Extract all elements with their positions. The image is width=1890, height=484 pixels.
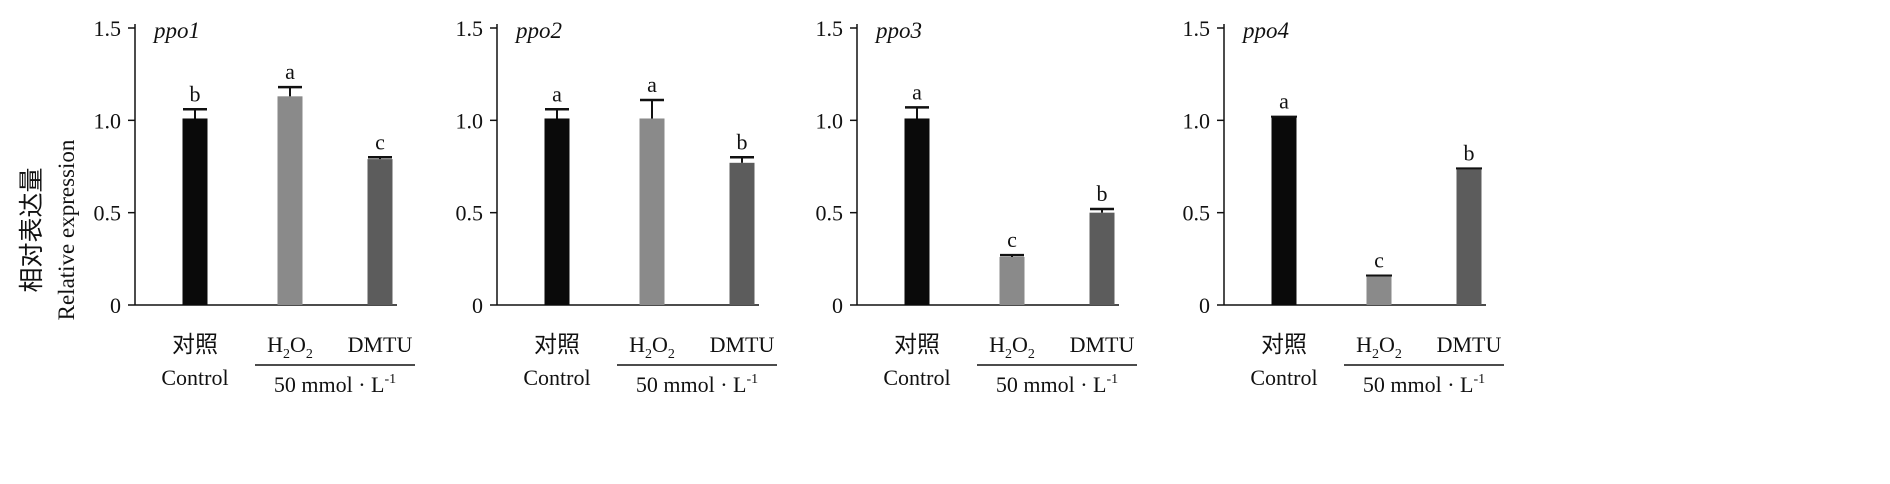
significance-letter-0: a [912,79,922,104]
y-tick-label: 0 [1199,293,1210,318]
y-tick-label: 0 [110,293,121,318]
bar-0 [1271,116,1297,305]
bar-0 [544,118,570,305]
significance-letter-2: b [1097,181,1108,206]
category-label-dmtu: DMTU [1437,332,1502,357]
y-tick-label: 0.5 [816,201,844,226]
group-bracket-label: 50 mmol · L-1 [1363,372,1485,397]
bar-1 [277,96,303,306]
category-label-h2o2: H2O2 [1356,332,1402,362]
category-label-dmtu: DMTU [1070,332,1135,357]
category-label-h2o2: H2O2 [989,332,1035,362]
y-axis-title: 相对表达量 Relative expression [18,139,79,320]
y-tick-label: 0 [832,293,843,318]
y-tick-label: 1.0 [816,108,844,133]
label-subscript: 2 [645,347,652,362]
y-tick-label: 1.5 [94,16,122,41]
panel-title: ppo4 [1241,18,1289,43]
label-subscript: 2 [1005,347,1012,362]
label-part: O [290,332,306,357]
bar-1 [1366,275,1392,305]
y-tick-label: 0.5 [456,201,484,226]
significance-letter-0: a [1279,89,1289,114]
significance-letter-1: c [1007,227,1017,252]
group-bracket-superscript: -1 [1473,372,1485,387]
significance-letter-1: a [647,72,657,97]
label-subscript: 2 [283,347,290,362]
significance-letter-2: b [1464,140,1475,165]
panel-title: ppo2 [514,18,562,43]
category-label-dmtu: DMTU [348,332,413,357]
bar-1 [999,256,1025,305]
y-tick-label: 1.0 [94,108,122,133]
y-axis-title-cn: 相对表达量 [18,167,46,292]
bar-0 [182,118,208,305]
label-part: H [629,332,645,357]
category-label-control-cn: 对照 [1261,332,1307,357]
y-tick-label: 1.0 [1183,108,1211,133]
label-subscript: 2 [306,347,313,362]
label-part: O [652,332,668,357]
group-bracket-text: 50 mmol · L [1363,372,1474,397]
bar-0 [904,118,930,305]
bar-2 [1456,168,1482,305]
bar-2 [367,159,393,305]
y-tick-label: 1.5 [1183,16,1211,41]
y-tick-label: 1.5 [456,16,484,41]
group-bracket-superscript: -1 [746,372,758,387]
category-label-h2o2: H2O2 [267,332,313,362]
label-part: O [1379,332,1395,357]
group-bracket-superscript: -1 [384,372,396,387]
category-label-dmtu: DMTU [710,332,775,357]
category-label-control-cn: 对照 [894,332,940,357]
label-subscript: 2 [1028,347,1035,362]
group-bracket-text: 50 mmol · L [274,372,385,397]
panel-title: ppo1 [152,18,200,43]
label-subscript: 2 [668,347,675,362]
label-part: H [1356,332,1372,357]
label-part: O [1012,332,1028,357]
significance-letter-0: b [190,81,201,106]
group-bracket-label: 50 mmol · L-1 [636,372,758,397]
category-label-control-en: Control [161,365,228,390]
category-label-control-cn: 对照 [172,332,218,357]
significance-letter-1: a [285,59,295,84]
y-tick-label: 0.5 [94,201,122,226]
group-bracket-label: 50 mmol · L-1 [996,372,1118,397]
panel-title: ppo3 [874,18,922,43]
category-label-control-cn: 对照 [534,332,580,357]
label-subscript: 2 [1395,347,1402,362]
group-bracket-text: 50 mmol · L [636,372,747,397]
label-part: H [989,332,1005,357]
significance-letter-2: c [375,129,385,154]
bar-2 [729,162,755,305]
y-tick-label: 1.5 [816,16,844,41]
group-bracket-superscript: -1 [1106,372,1118,387]
y-tick-label: 0.5 [1183,201,1211,226]
label-part: H [267,332,283,357]
category-label-control-en: Control [1250,365,1317,390]
bar-2 [1089,212,1115,305]
group-bracket-label: 50 mmol · L-1 [274,372,396,397]
category-label-control-en: Control [523,365,590,390]
group-bracket-text: 50 mmol · L [996,372,1107,397]
bar-1 [639,118,665,305]
category-label-h2o2: H2O2 [629,332,675,362]
significance-letter-0: a [552,81,562,106]
category-label-control-en: Control [883,365,950,390]
y-tick-label: 0 [472,293,483,318]
significance-letter-1: c [1374,247,1384,272]
significance-letter-2: b [737,129,748,154]
label-subscript: 2 [1372,347,1379,362]
y-tick-label: 1.0 [456,108,484,133]
y-axis-title-en: Relative expression [54,139,79,320]
